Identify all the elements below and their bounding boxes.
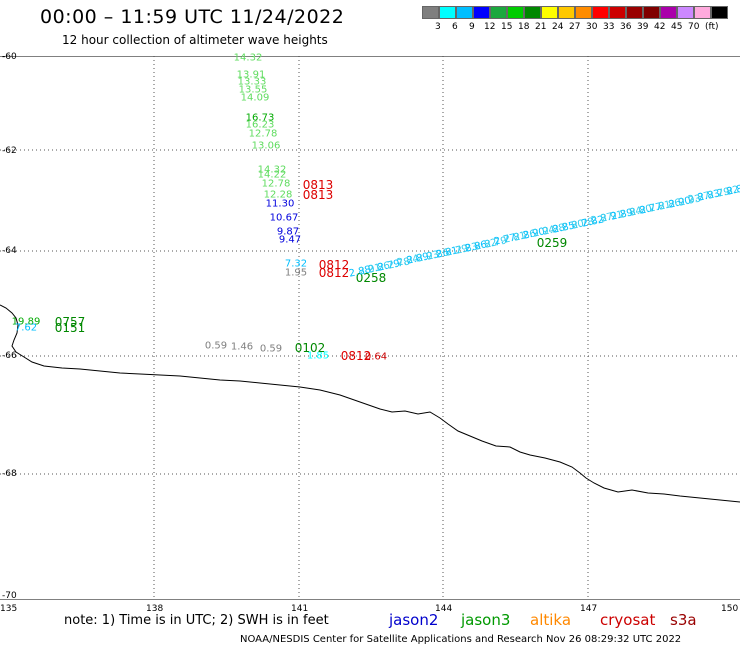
lat-label: -70	[2, 591, 17, 601]
antarctic-coastline	[0, 304, 740, 503]
pass-time-label: 0151	[54, 321, 86, 335]
map-title: 00:00 – 11:59 UTC 11/24/2022	[40, 6, 345, 28]
wave-height-value: 1.85	[306, 350, 330, 362]
wave-height-value: 13.55	[238, 84, 268, 96]
pass-time-label: 0258	[355, 271, 387, 285]
lat-label: -64	[2, 246, 17, 256]
pass-time-label: 0259	[536, 236, 568, 250]
lat-label: -68	[2, 469, 17, 479]
colorbar-label: 27	[569, 22, 581, 32]
pass-time-label: 0812	[340, 349, 372, 363]
colorbar-label: 9	[469, 22, 475, 32]
satellite-legend-cryosat: cryosat	[600, 611, 656, 629]
wave-height-value: 19.89	[11, 316, 41, 328]
colorbar-label: 3	[435, 22, 441, 32]
colorbar-swatch	[660, 6, 677, 19]
colorbar-label: 45	[671, 22, 683, 32]
satellite-legend-altika: altika	[530, 611, 572, 629]
units-note: note: 1) Time is in UTC; 2) SWH is in fe…	[64, 613, 329, 628]
colorbar-swatch	[524, 6, 541, 19]
colorbar-swatch	[592, 6, 609, 19]
wave-height-value: 14.22	[257, 169, 287, 181]
lon-label: 147	[580, 604, 598, 614]
lon-label: 150	[721, 604, 739, 614]
colorbar-swatch	[541, 6, 558, 19]
wave-height-value: 9.47	[278, 234, 302, 246]
wave-height-value: 12.28	[263, 189, 293, 201]
colorbar-swatch	[456, 6, 473, 19]
wave-height-value: 10.67	[269, 212, 299, 224]
colorbar-label: 30	[586, 22, 598, 32]
wave-height-value: 0.59	[204, 340, 228, 352]
pass-time-label: 0102	[294, 341, 326, 355]
colorbar-swatch	[507, 6, 524, 19]
pass-time-label: 0812	[318, 266, 350, 280]
colorbar-label: 12	[484, 22, 496, 32]
map-frame	[0, 56, 740, 600]
wave-height-value: 14.09	[240, 92, 270, 104]
wave-height-value: 7.62	[14, 322, 38, 334]
wave-height-value: 11.30	[265, 198, 295, 210]
colorbar-label: 33	[603, 22, 615, 32]
wave-height-value: 9.87	[276, 226, 300, 238]
wave-height-value: 12.78	[261, 178, 291, 190]
wave-height-value: 7.32	[284, 258, 308, 270]
colorbar-swatch	[711, 6, 728, 19]
wave-height-value: 14.32	[233, 52, 263, 64]
wave-height-value: 12.78	[248, 128, 278, 140]
colorbar-swatch	[558, 6, 575, 19]
pass-time-label: 0812	[318, 258, 350, 272]
colorbar-label: 36	[620, 22, 632, 32]
colorbar-swatch	[643, 6, 660, 19]
colorbar-label: (ft)	[705, 22, 719, 32]
satellite-legend-jason3: jason3	[461, 611, 511, 629]
colorbar-label: 6	[452, 22, 458, 32]
colorbar-label: 42	[654, 22, 666, 32]
lon-label: 141	[291, 604, 309, 614]
lon-label: 135	[0, 604, 18, 614]
colorbar-label: 21	[535, 22, 547, 32]
colorbar-swatch	[575, 6, 592, 19]
colorbar-label: 18	[518, 22, 530, 32]
credit-line: NOAA/NESDIS Center for Satellite Applica…	[240, 634, 682, 645]
colorbar-label: 15	[501, 22, 513, 32]
pass-time-label: 0813	[302, 188, 334, 202]
wave-height-value: 0.59	[259, 343, 283, 355]
graticule	[0, 56, 740, 600]
wave-height-value: 13.06	[251, 140, 281, 152]
colorbar-label: 24	[552, 22, 564, 32]
colorbar-swatch	[439, 6, 456, 19]
colorbar-swatch	[422, 6, 439, 19]
wave-height-value: 14.32	[257, 164, 287, 176]
altimeter-map	[0, 56, 740, 600]
wave-height-value: 0.64	[364, 351, 388, 363]
colorbar-swatch	[473, 6, 490, 19]
wave-height-value: 16.23	[245, 119, 275, 131]
wave-height-value: 1.95	[284, 267, 308, 279]
lon-label: 144	[435, 604, 453, 614]
colorbar-swatch	[626, 6, 643, 19]
lon-label: 138	[146, 604, 164, 614]
satellite-legend-jason2: jason2	[389, 611, 439, 629]
pass-time-label: 0757	[54, 315, 86, 329]
wave-height-value: 16.73	[245, 112, 275, 124]
wave-height-value: 1.46	[230, 341, 254, 353]
colorbar-swatch	[609, 6, 626, 19]
colorbar-swatch	[490, 6, 507, 19]
pass-time-label: 0813	[302, 178, 334, 192]
lat-label: -62	[2, 146, 17, 156]
wave-height-value: 13.33	[237, 76, 267, 88]
lat-label: -60	[2, 52, 17, 62]
colorbar-label: 70	[688, 22, 700, 32]
lat-label: -66	[2, 351, 17, 361]
satellite-legend-s3a: s3a	[670, 611, 697, 629]
colorbar-label: 39	[637, 22, 649, 32]
colorbar-swatch	[677, 6, 694, 19]
wave-height-value: 13.91	[236, 69, 266, 81]
map-subtitle: 12 hour collection of altimeter wave hei…	[62, 33, 328, 47]
colorbar-swatch	[694, 6, 711, 19]
